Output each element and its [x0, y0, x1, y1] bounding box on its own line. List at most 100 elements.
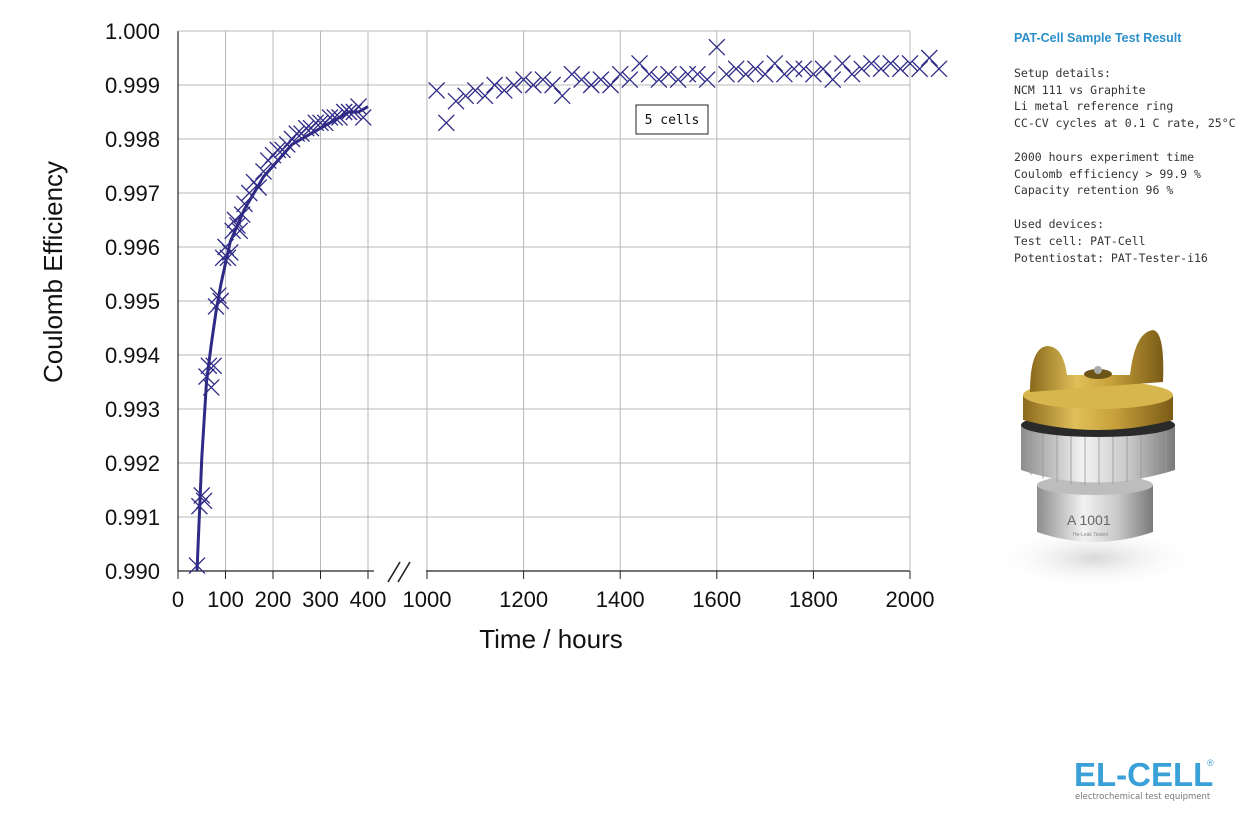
data-point: [756, 65, 774, 83]
data-point-stroke: [198, 368, 215, 386]
data-point: [231, 222, 249, 240]
data-point-stroke: [611, 65, 629, 83]
data-point-stroke: [785, 60, 803, 78]
data-point: [544, 76, 562, 94]
data-point: [447, 92, 465, 110]
data-point-stroke: [544, 76, 562, 94]
y-tick-label: 0.995: [105, 289, 160, 314]
data-point-stroke: [524, 76, 542, 94]
data-point: [766, 54, 784, 72]
data-point: [335, 103, 353, 121]
data-point-stroke: [228, 216, 246, 234]
logo-brand: EL-CELL: [1074, 756, 1214, 793]
data-point: [269, 141, 287, 159]
data-point-stroke: [911, 60, 929, 78]
data-point-stroke: [312, 114, 329, 132]
setup-line: NCM 111 vs Graphite: [1014, 82, 1146, 97]
data-point-stroke: [466, 81, 484, 99]
data-point-stroke: [288, 125, 306, 143]
x-tick-label: 1600: [692, 587, 741, 612]
data-point-stroke: [350, 98, 367, 116]
data-point: [350, 98, 367, 116]
data-point: [679, 65, 697, 83]
data-point: [195, 492, 213, 510]
fit-line: [195, 105, 369, 572]
data-point: [582, 76, 600, 94]
data-point: [746, 60, 764, 78]
data-point: [833, 54, 851, 72]
el-cell-logo: EL-CELL ® electrochemical test equipment: [1074, 758, 1214, 804]
data-point-stroke: [621, 71, 639, 89]
data-point-stroke: [930, 60, 948, 78]
data-point-stroke: [195, 492, 213, 510]
data-point-stroke: [534, 71, 552, 89]
data-point: [354, 108, 372, 126]
data-point-stroke: [669, 71, 687, 89]
data-point: [592, 71, 610, 89]
data-point-stroke: [582, 76, 600, 94]
data-point-stroke: [340, 103, 358, 121]
data-point-stroke: [188, 557, 206, 575]
data-point-stroke: [231, 222, 249, 240]
data-point-stroke: [679, 65, 697, 83]
pat-cell-product-photo: A 1001 He-Leak Tested: [990, 330, 1200, 590]
data-point-stroke: [321, 108, 339, 126]
data-point: [466, 81, 484, 99]
data-point: [843, 65, 861, 83]
data-point-stroke: [602, 76, 619, 94]
annotation-box: 5 cells: [635, 104, 709, 135]
data-point-stroke: [737, 65, 755, 83]
data-point: [862, 54, 880, 72]
x-tick-label: 100: [207, 587, 244, 612]
y-axis-ticks: 0.990 0.991 0.992 0.993 0.994 0.995 0.996 0.997…: [105, 19, 160, 584]
data-point: [255, 162, 272, 180]
data-point-stroke: [824, 71, 842, 89]
data-point-stroke: [727, 60, 745, 78]
data-point-stroke: [592, 71, 610, 89]
data-point: [602, 76, 619, 94]
data-point: [804, 65, 822, 83]
y-tick-label: 1.000: [105, 19, 160, 44]
data-point-stroke: [814, 60, 832, 78]
data-point: [326, 108, 344, 126]
device-line: Test cell: PAT-Cell: [1014, 233, 1146, 248]
data-point: [891, 60, 909, 78]
plot-frame: [177, 30, 911, 572]
devices-block: Used devices: Test cell: PAT-Cell Potent…: [1014, 216, 1229, 266]
setup-line: Li metal reference ring: [1014, 99, 1174, 114]
result-line: Coulomb efficiency > 99.9 %: [1014, 166, 1201, 181]
data-point-stroke: [447, 92, 465, 110]
data-point: [872, 60, 890, 78]
data-point-stroke: [335, 103, 353, 121]
data-point: [202, 378, 220, 396]
data-point-stroke: [756, 65, 774, 83]
annotation-text: 5 cells: [645, 113, 700, 128]
data-point: [660, 65, 677, 83]
x-tick-label: 2000: [886, 587, 935, 612]
data-point: [233, 206, 251, 224]
data-point-stroke: [573, 71, 591, 89]
data-point-stroke: [833, 54, 851, 72]
logo-registered-mark: ®: [1207, 758, 1214, 768]
setup-line: CC-CV cycles at 0.1 C rate, 25°C: [1014, 116, 1236, 131]
data-point: [930, 60, 948, 78]
data-point-stroke: [269, 141, 287, 159]
data-point: [920, 49, 938, 67]
data-point: [212, 292, 230, 310]
data-point-stroke: [476, 87, 494, 105]
data-point: [814, 60, 832, 78]
x-tick-label: 1400: [596, 587, 645, 612]
result-line: Capacity retention 96 %: [1014, 183, 1174, 198]
data-point-stroke: [219, 249, 237, 267]
x-tick-label: 400: [350, 587, 387, 612]
data-point: [621, 71, 639, 89]
data-point-stroke: [650, 71, 668, 89]
result-line: 2000 hours experiment time: [1014, 149, 1195, 164]
data-point-stroke: [214, 249, 232, 267]
data-point: [727, 60, 745, 78]
engraving-small-text: He-Leak Tested: [1073, 532, 1108, 538]
device-line: Used devices:: [1014, 216, 1105, 231]
data-point-stroke: [255, 162, 272, 180]
data-point: [198, 368, 215, 386]
data-point: [524, 76, 542, 94]
